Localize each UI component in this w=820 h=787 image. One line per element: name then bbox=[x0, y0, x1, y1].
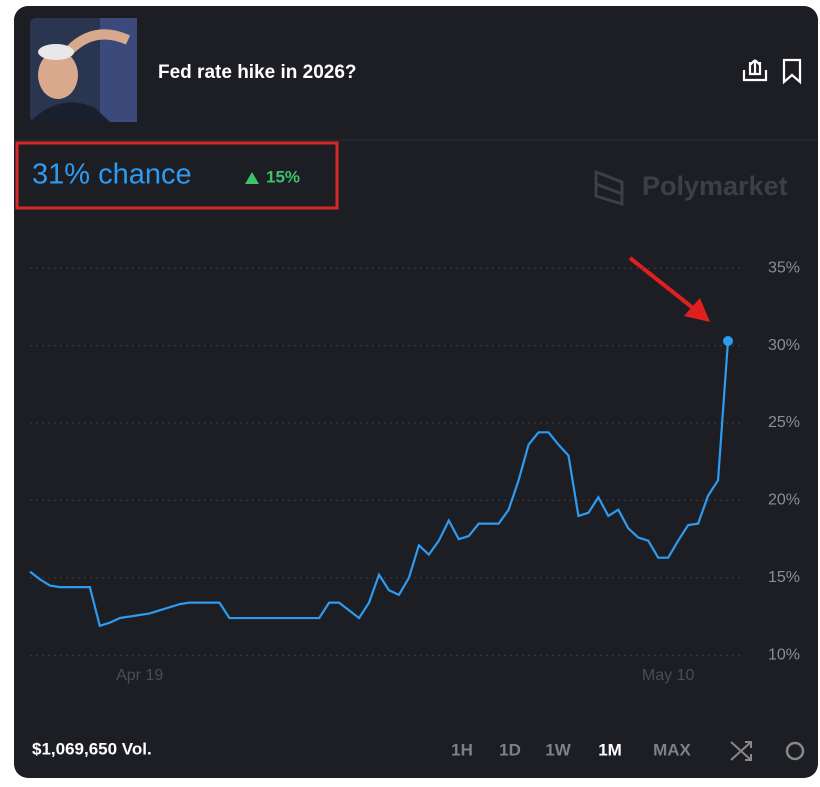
y-tick-label: 10% bbox=[768, 646, 800, 663]
range-button[interactable]: MAX bbox=[653, 740, 691, 759]
watermark: Polymarket bbox=[642, 171, 788, 201]
range-button[interactable]: 1D bbox=[499, 740, 521, 759]
card: Fed rate hike in 2026? 31% chance 15% Po… bbox=[0, 0, 820, 782]
change-text: 15% bbox=[266, 167, 300, 186]
x-tick-label: May 10 bbox=[642, 667, 695, 684]
y-tick-label: 35% bbox=[768, 259, 800, 276]
range-button[interactable]: 1H bbox=[451, 740, 473, 759]
range-button[interactable]: 1W bbox=[545, 740, 571, 759]
range-button[interactable]: 1M bbox=[598, 740, 622, 759]
chance-text: 31% chance bbox=[32, 159, 192, 191]
y-tick-label: 30% bbox=[768, 337, 800, 354]
avatar bbox=[30, 18, 137, 122]
market-title: Fed rate hike in 2026? bbox=[158, 62, 357, 83]
y-tick-label: 25% bbox=[768, 414, 800, 431]
y-tick-label: 15% bbox=[768, 569, 800, 586]
x-tick-label: Apr 19 bbox=[116, 667, 163, 684]
end-dot bbox=[723, 336, 733, 346]
volume: $1,069,650 Vol. bbox=[32, 739, 152, 758]
y-tick-label: 20% bbox=[768, 492, 800, 509]
page: Fed rate hike in 2026? 31% chance 15% Po… bbox=[0, 0, 820, 782]
